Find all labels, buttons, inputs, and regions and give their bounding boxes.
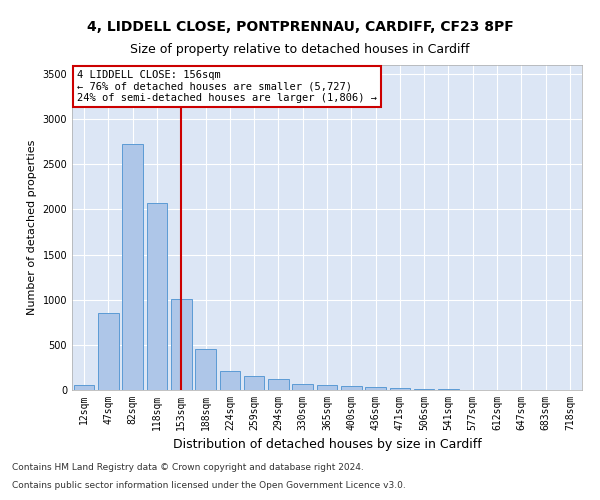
Text: 4, LIDDELL CLOSE, PONTPRENNAU, CARDIFF, CF23 8PF: 4, LIDDELL CLOSE, PONTPRENNAU, CARDIFF, …: [86, 20, 514, 34]
Bar: [244, 376, 265, 390]
Text: 4 LIDDELL CLOSE: 156sqm
← 76% of detached houses are smaller (5,727)
24% of semi: 4 LIDDELL CLOSE: 156sqm ← 76% of detache…: [77, 70, 377, 103]
Text: Contains HM Land Registry data © Crown copyright and database right 2024.: Contains HM Land Registry data © Crown c…: [12, 464, 364, 472]
Bar: [268, 378, 289, 390]
Bar: [341, 386, 362, 390]
Bar: [365, 388, 386, 390]
Bar: [74, 384, 94, 390]
Bar: [389, 388, 410, 390]
Bar: [195, 350, 216, 390]
Bar: [98, 314, 119, 390]
Bar: [122, 144, 143, 390]
Y-axis label: Number of detached properties: Number of detached properties: [27, 140, 37, 315]
Bar: [171, 299, 191, 390]
Text: Contains public sector information licensed under the Open Government Licence v3: Contains public sector information licen…: [12, 481, 406, 490]
Bar: [292, 384, 313, 390]
Bar: [146, 203, 167, 390]
X-axis label: Distribution of detached houses by size in Cardiff: Distribution of detached houses by size …: [173, 438, 481, 452]
Bar: [317, 385, 337, 390]
Bar: [414, 388, 434, 390]
Bar: [220, 371, 240, 390]
Text: Size of property relative to detached houses in Cardiff: Size of property relative to detached ho…: [130, 42, 470, 56]
